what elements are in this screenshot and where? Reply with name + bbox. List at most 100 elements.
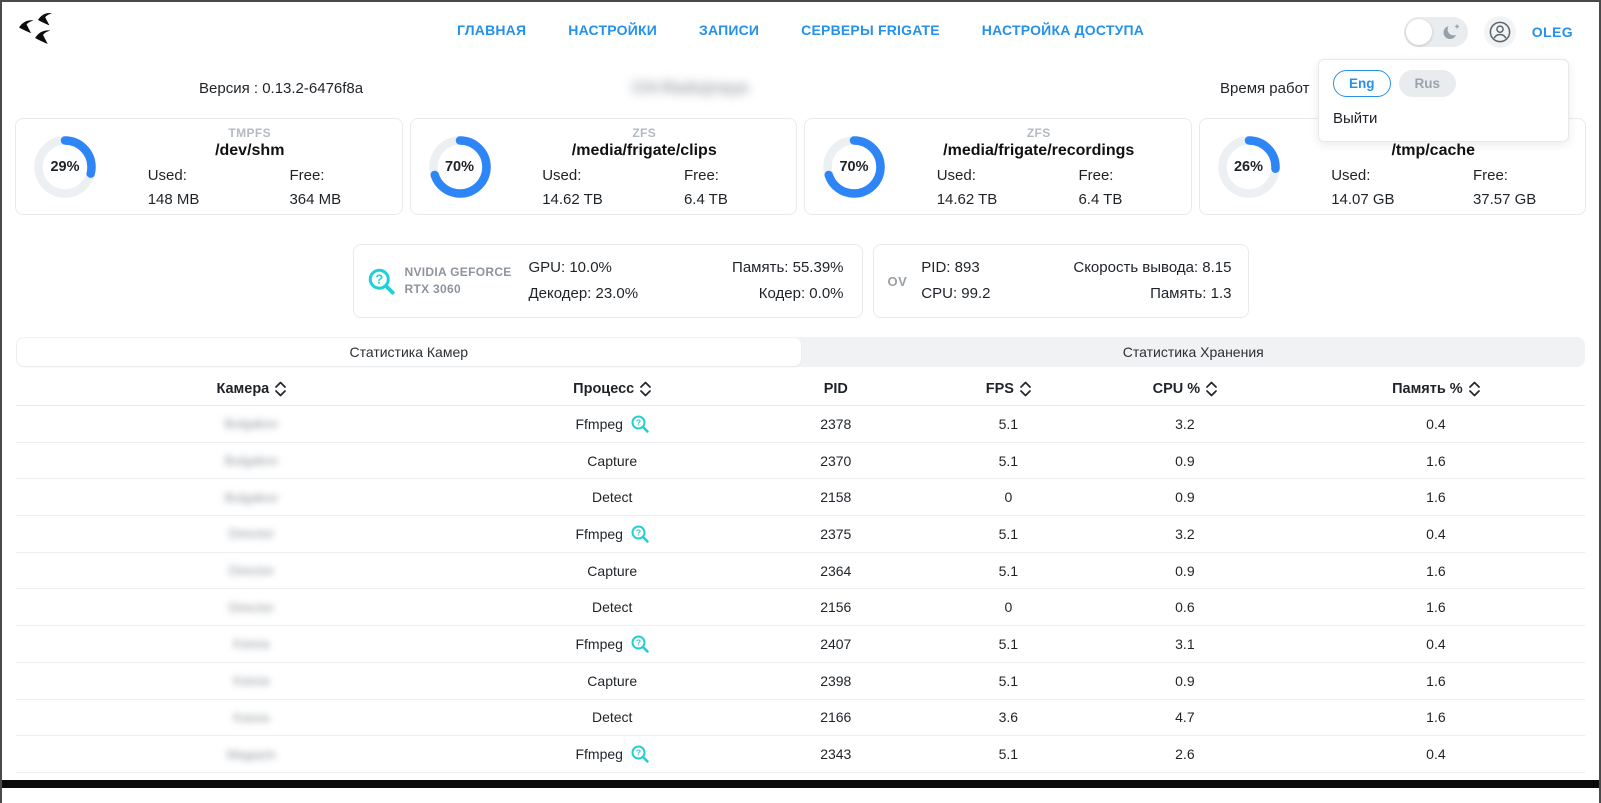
ffmpeg-help-icon[interactable] bbox=[631, 415, 649, 433]
sort-icon[interactable] bbox=[1020, 381, 1031, 397]
cpu-value: 0.9 bbox=[1175, 489, 1195, 506]
camera-name-blurred: Magazin bbox=[226, 746, 276, 762]
used-value: 14.07 GB bbox=[1331, 190, 1395, 208]
table-header-row: Камера Процесс PID FPS CPU % Память % bbox=[16, 372, 1585, 406]
camera-name-blurred: Bulgakov bbox=[224, 453, 279, 469]
process-name: Capture bbox=[587, 672, 638, 689]
theme-toggle[interactable] bbox=[1403, 17, 1468, 47]
nav-item-home[interactable]: ГЛАВНАЯ bbox=[456, 22, 527, 38]
sort-icon[interactable] bbox=[1468, 381, 1480, 397]
user-avatar[interactable] bbox=[1483, 16, 1516, 48]
frigate-logo-icon[interactable] bbox=[16, 9, 62, 55]
gpu-encoder-stat: Кодер: 0.0% bbox=[758, 285, 844, 302]
usage-gauge: 70% bbox=[427, 134, 493, 200]
process-name: Capture bbox=[587, 452, 638, 469]
column-header-memory[interactable]: Память % bbox=[1287, 380, 1585, 397]
free-label: Free: bbox=[683, 166, 719, 184]
camera-name-blurred: Kassa bbox=[233, 636, 270, 652]
moon-icon bbox=[1443, 23, 1460, 39]
fs-path-label: /media/frigate/recordings bbox=[943, 141, 1135, 159]
gpu-name-line2: RTX 3060 bbox=[404, 282, 461, 296]
table-row: Magazin Ffmpeg 2343 5.1 2.6 0.4 bbox=[16, 736, 1585, 773]
free-value: 6.4 TB bbox=[1078, 190, 1123, 208]
topbar-right-controls: OLEG bbox=[1403, 16, 1573, 48]
nav-item-access-settings[interactable]: НАСТРОЙКА ДОСТУПА bbox=[981, 22, 1145, 38]
cpu-value: 0.9 bbox=[1175, 562, 1195, 579]
table-row: Director Detect 2156 0 0.6 1.6 bbox=[16, 589, 1585, 627]
memory-value: 1.6 bbox=[1426, 452, 1446, 469]
pid-value: 2166 bbox=[820, 709, 852, 726]
gpu-help-icon[interactable] bbox=[367, 267, 395, 295]
process-name: Detect bbox=[591, 489, 633, 506]
used-label: Used: bbox=[147, 166, 187, 184]
table-row: Kassa Capture 2398 5.1 0.9 1.6 bbox=[16, 663, 1585, 700]
free-label: Free: bbox=[1472, 166, 1508, 184]
memory-value: 0.4 bbox=[1426, 635, 1446, 652]
gpu-usage-stat: GPU: 10.0% bbox=[528, 258, 612, 276]
used-label: Used: bbox=[936, 166, 976, 184]
column-header-fps[interactable]: FPS bbox=[934, 380, 1083, 397]
gpu-decoder-stat: Декодер: 23.0% bbox=[528, 285, 639, 302]
logout-button[interactable]: Выйти bbox=[1333, 110, 1378, 127]
tab-camera-stats[interactable]: Статистика Камер bbox=[17, 338, 801, 366]
usage-gauge: 26% bbox=[1216, 134, 1282, 200]
column-header-cpu[interactable]: CPU % bbox=[1083, 380, 1287, 397]
lang-rus-button[interactable]: Rus bbox=[1398, 70, 1457, 97]
used-value: 14.62 TB bbox=[936, 190, 998, 208]
memory-value: 0.4 bbox=[1426, 746, 1446, 763]
sort-icon[interactable] bbox=[1206, 381, 1217, 397]
used-label: Used: bbox=[1331, 166, 1371, 184]
gpu-card: NVIDIA GEFORCE RTX 3060 GPU: 10.0% Декод… bbox=[352, 244, 863, 318]
process-name: Ffmpeg bbox=[575, 746, 623, 763]
column-header-camera[interactable]: Камера bbox=[16, 380, 487, 397]
language-switcher: Eng Rus bbox=[1333, 70, 1554, 97]
camera-stats-table: Камера Процесс PID FPS CPU % Память % Bu… bbox=[16, 372, 1585, 773]
username-label[interactable]: OLEG bbox=[1531, 24, 1573, 40]
used-label: Used: bbox=[542, 166, 582, 184]
sort-icon[interactable] bbox=[640, 381, 652, 397]
table-row: Bulgakov Ffmpeg 2378 5.1 3.2 0.4 bbox=[16, 406, 1585, 443]
main-nav: ГЛАВНАЯ НАСТРОЙКИ ЗАПИСИ СЕРВЕРЫ FRIGATE… bbox=[457, 22, 1144, 38]
pid-value: 2398 bbox=[820, 672, 852, 689]
gauge-percent-label: 26% bbox=[1233, 158, 1264, 175]
table-row: Bulgakov Capture 2370 5.1 0.9 1.6 bbox=[16, 443, 1585, 480]
free-value: 364 MB bbox=[289, 190, 342, 208]
cpu-value: 3.2 bbox=[1175, 415, 1195, 432]
toggle-knob[interactable] bbox=[1405, 19, 1432, 45]
fps-value: 5.1 bbox=[998, 525, 1019, 542]
nav-item-frigate-servers[interactable]: СЕРВЕРЫ FRIGATE bbox=[801, 22, 940, 38]
memory-value: 1.6 bbox=[1426, 489, 1446, 506]
nav-item-recordings[interactable]: ЗАПИСИ bbox=[698, 22, 760, 38]
ffmpeg-help-icon[interactable] bbox=[631, 525, 649, 543]
fs-type-label: ZFS bbox=[632, 125, 657, 140]
column-header-process[interactable]: Процесс bbox=[487, 380, 738, 397]
top-navigation-bar: ГЛАВНАЯ НАСТРОЙКИ ЗАПИСИ СЕРВЕРЫ FRIGATE… bbox=[2, 2, 1599, 60]
pid-value: 2407 bbox=[820, 635, 852, 652]
lang-eng-button[interactable]: Eng bbox=[1333, 70, 1391, 97]
usage-gauge: 29% bbox=[32, 134, 98, 200]
camera-name-blurred: Director bbox=[228, 563, 275, 579]
fps-value: 5.1 bbox=[998, 746, 1019, 763]
storage-card-clips: 70% ZFS /media/frigate/clips Used: 14.62 … bbox=[409, 118, 797, 215]
ffmpeg-help-icon[interactable] bbox=[631, 745, 649, 763]
version-label: Версия : 0.13.2-6476f8a bbox=[199, 80, 364, 97]
pid-value: 2156 bbox=[820, 599, 852, 616]
fps-value: 5.1 bbox=[998, 452, 1019, 469]
ov-card: OV PID: 893 CPU: 99.2 Скорость вывода: 8… bbox=[872, 244, 1249, 318]
tab-storage-stats[interactable]: Статистика Хранения bbox=[1122, 344, 1264, 360]
stats-tabs: Статистика Камер Статистика Хранения bbox=[16, 337, 1585, 367]
nav-item-settings[interactable]: НАСТРОЙКИ bbox=[568, 22, 657, 38]
table-row: Kassa Detect 2166 3.6 4.7 1.6 bbox=[16, 700, 1585, 737]
ov-memory-stat: Память: 1.3 bbox=[1150, 285, 1232, 302]
free-value: 37.57 GB bbox=[1472, 190, 1537, 208]
process-name: Detect bbox=[591, 599, 633, 616]
sort-icon[interactable] bbox=[275, 381, 287, 397]
camera-name-blurred: Bulgakov bbox=[224, 416, 279, 432]
table-row: Bulgakov Detect 2158 0 0.9 1.6 bbox=[16, 479, 1585, 517]
ffmpeg-help-icon[interactable] bbox=[631, 635, 649, 653]
process-name: Capture bbox=[587, 562, 638, 579]
pid-value: 2364 bbox=[820, 562, 852, 579]
table-row: Director Capture 2364 5.1 0.9 1.6 bbox=[16, 553, 1585, 590]
fps-value: 3.6 bbox=[998, 709, 1019, 726]
